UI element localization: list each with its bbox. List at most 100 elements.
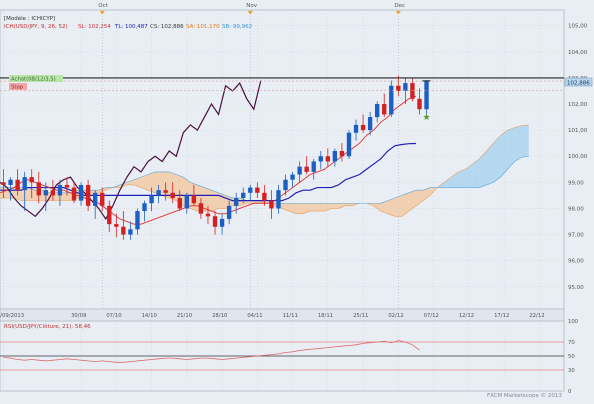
- legend-value-sb: SB: 99,962: [222, 24, 252, 30]
- kumo-cloud-segment: [317, 203, 325, 212]
- candle-body: [233, 198, 239, 206]
- candle-body: [212, 216, 218, 227]
- kumo-cloud-segment: [514, 125, 522, 162]
- rsi-label: RSI(USD/JPY/Clôture, 21): 58,46: [4, 323, 91, 330]
- candle-body: [128, 229, 133, 235]
- kumo-cloud-segment: [423, 187, 431, 201]
- candle-body: [374, 104, 380, 118]
- date-tick-label: 17/12: [494, 313, 509, 319]
- kumo-cloud-segment: [380, 200, 388, 214]
- candle-body: [43, 190, 49, 196]
- order-label-buy-bg: [9, 75, 63, 82]
- candle-body: [121, 226, 126, 235]
- date-tick-label: 18/11: [318, 313, 333, 319]
- candle-body: [36, 182, 41, 196]
- legend-value-sa: SA: 101,170: [186, 24, 220, 30]
- month-label: Oct: [98, 3, 108, 9]
- kumo-cloud-segment: [282, 203, 290, 212]
- candle-body: [241, 192, 246, 199]
- kumo-cloud-segment: [155, 171, 163, 196]
- kumo-cloud-segment: [289, 203, 297, 214]
- rsi-line: [3, 340, 420, 363]
- rsi-tick-label: 70: [568, 340, 575, 346]
- kumo-cloud-segment: [394, 195, 402, 217]
- candle-body: [163, 190, 168, 193]
- candle-body: [424, 80, 429, 110]
- kumo-cloud-segment: [126, 179, 134, 185]
- price-tick-label: 98,00: [568, 206, 584, 212]
- order-label-buy: Achat(08/12/3,5): [11, 77, 56, 83]
- candle-body: [226, 205, 232, 219]
- date-tick-label: 07/12: [424, 313, 439, 319]
- kumo-cloud-segment: [472, 158, 480, 188]
- candle-body: [1, 182, 6, 185]
- kumo-cloud-segment: [324, 203, 332, 212]
- candle-body: [360, 124, 366, 131]
- last-price-tag: 102,886: [567, 80, 590, 86]
- date-tick-label: 04/11: [247, 313, 262, 319]
- candle-body: [57, 184, 63, 196]
- candle-body: [92, 192, 98, 206]
- legend-model: [Modèle : ICHICYP]: [4, 15, 55, 22]
- kumo-cloud-segment: [338, 203, 346, 209]
- candle-body: [142, 203, 147, 212]
- price-tick-label: 102,00: [568, 102, 588, 108]
- candle-body: [22, 177, 27, 191]
- candle-body: [191, 195, 197, 204]
- kumo-cloud-segment: [444, 177, 452, 188]
- candle-body: [417, 98, 422, 110]
- month-marker: [99, 11, 105, 15]
- candle-body: [389, 85, 394, 115]
- rsi-tick-label: 100: [568, 319, 579, 325]
- price-tick-label: 100,00: [568, 154, 588, 160]
- kumo-cloud-segment: [148, 171, 156, 193]
- date-tick-label: 21/10: [177, 313, 193, 319]
- price-tick-label: 104,00: [568, 50, 588, 56]
- last-price-tag-bg: [564, 77, 593, 87]
- kumo-cloud-segment: [345, 203, 353, 206]
- date-tick-label: 25/11: [353, 313, 368, 319]
- candle-body: [276, 190, 281, 209]
- candle-body: [184, 195, 190, 209]
- kumo-cloud-segment: [401, 192, 409, 217]
- legend-ichimoku: ICH(USD/JPY, 9, 26, 52): [4, 24, 68, 30]
- kumo-cloud-segment: [218, 192, 226, 209]
- rsi-tick-label: 30: [568, 368, 575, 374]
- kumo-cloud-segment: [133, 177, 141, 188]
- candle-body: [114, 224, 119, 227]
- kumo-cloud-segment: [408, 190, 416, 212]
- kumo-cloud-segment: [507, 127, 515, 170]
- kumo-cloud-segment: [211, 190, 219, 212]
- candle-body: [219, 218, 225, 227]
- legend-value-cs: CS: 102,886: [150, 24, 184, 30]
- kumo-cloud-segment: [493, 135, 501, 183]
- date-tick-label: 13/09/2013: [0, 313, 24, 319]
- price-tick-label: 97,00: [568, 233, 584, 239]
- candle-body: [283, 179, 288, 191]
- price-tick-label: 105,00: [568, 24, 588, 30]
- date-tick-label: 22/12: [529, 313, 544, 319]
- candle-body: [198, 203, 204, 214]
- kumo-cloud-segment: [253, 200, 261, 204]
- candle-body: [332, 151, 338, 162]
- candle-body: [177, 198, 182, 209]
- candle-body: [325, 156, 331, 162]
- candle-body: [135, 211, 140, 230]
- date-tick-label: 28/10: [212, 313, 228, 319]
- kijun-sen-line: [0, 142, 416, 202]
- candle-body: [170, 192, 175, 199]
- kumo-cloud-segment: [63, 192, 71, 201]
- candle-body: [71, 187, 77, 201]
- date-tick-label: 14/10: [142, 313, 158, 319]
- price-panel: [0, 9, 565, 310]
- candle-body: [107, 205, 112, 225]
- candle-body: [29, 177, 34, 183]
- rsi-tick-label: 0: [568, 389, 572, 395]
- kumo-cloud-segment: [246, 200, 254, 204]
- candle-body: [78, 184, 84, 201]
- candle-body: [304, 166, 309, 172]
- watermark: FXCM Marketscope © 2013: [487, 392, 562, 399]
- candle-body: [396, 85, 401, 91]
